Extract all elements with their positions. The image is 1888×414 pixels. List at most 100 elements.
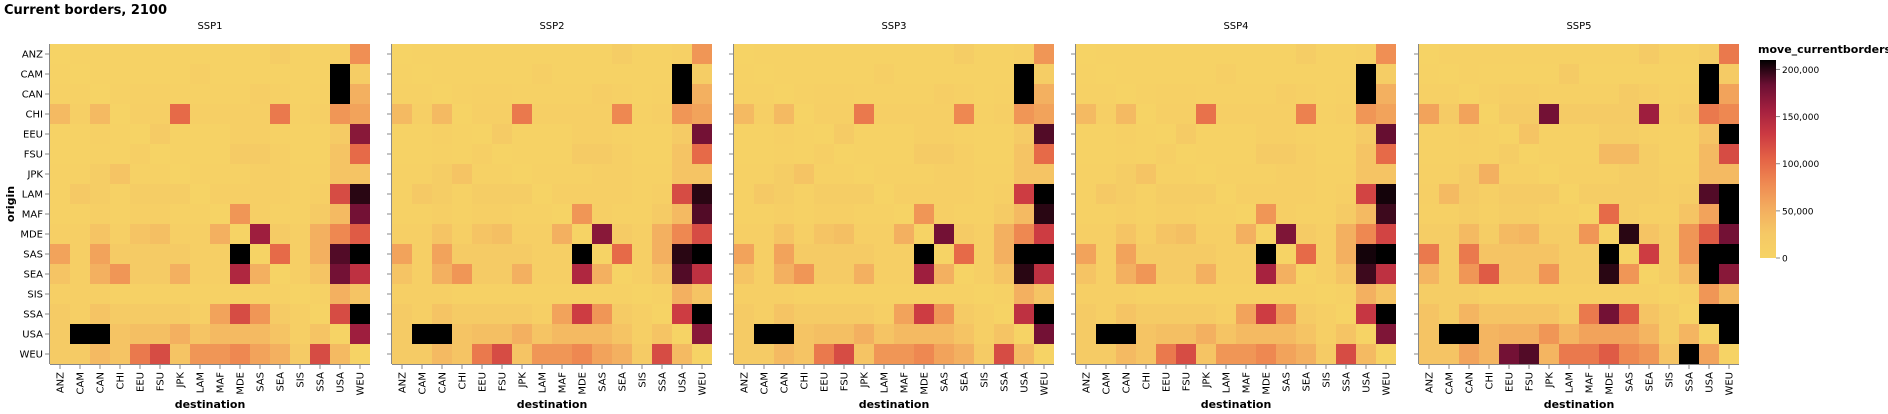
heatmap-cell xyxy=(914,244,934,264)
heatmap-cell xyxy=(1679,324,1699,344)
heatmap-cell xyxy=(572,324,592,344)
heatmap-cell xyxy=(934,284,954,304)
heatmap-cell xyxy=(270,224,290,244)
heatmap-cell xyxy=(1619,204,1639,224)
heatmap-cell xyxy=(672,44,692,64)
heatmap-cell xyxy=(70,104,90,124)
heatmap-cell xyxy=(512,104,532,124)
heatmap-cell xyxy=(1296,144,1316,164)
heatmap-cell xyxy=(572,284,592,304)
heatmap-cell xyxy=(1659,64,1679,84)
heatmap-cell xyxy=(270,144,290,164)
heatmap-cell xyxy=(814,264,834,284)
heatmap-cell xyxy=(552,264,572,284)
heatmap-cell xyxy=(1336,144,1356,164)
heatmap-cell xyxy=(1719,224,1739,244)
heatmap-cell xyxy=(652,64,672,84)
heatmap-cell xyxy=(672,184,692,204)
heatmap-cell xyxy=(1034,64,1054,84)
panel-ssp4: SSP4 ANZ CAM CAN CHI EEU FSU JPK LAM MAF MDE SAS SEA… xyxy=(1071,21,1396,411)
heatmap-cell xyxy=(592,44,612,64)
heatmap-cell xyxy=(1116,104,1136,124)
heatmap-cell xyxy=(290,124,310,144)
heatmap-cell xyxy=(894,244,914,264)
heatmap-cell xyxy=(1459,184,1479,204)
x-tick-label: CAM xyxy=(1102,372,1113,394)
heatmap-cell xyxy=(774,264,794,284)
heatmap-cell xyxy=(734,44,754,64)
heatmap-cell xyxy=(250,124,270,144)
heatmap-cell xyxy=(914,224,934,244)
heatmap-cell xyxy=(330,64,350,84)
heatmap-cell xyxy=(1519,204,1539,224)
heatmap-cell xyxy=(130,224,150,244)
heatmap-cell xyxy=(1176,44,1196,64)
heatmap-cell xyxy=(1356,84,1376,104)
heatmap-cell xyxy=(270,104,290,124)
heatmap-cell xyxy=(1599,184,1619,204)
heatmap-cell xyxy=(1236,64,1256,84)
heatmap-cell xyxy=(954,204,974,224)
heatmap-cell xyxy=(592,184,612,204)
heatmap-cell xyxy=(270,244,290,264)
heatmap-cell xyxy=(834,44,854,64)
heatmap-cell xyxy=(1479,124,1499,144)
heatmap-cell xyxy=(1479,164,1499,184)
heatmap-cell xyxy=(130,284,150,304)
heatmap-cell xyxy=(412,324,432,344)
heatmap-cell xyxy=(230,144,250,164)
heatmap-cell xyxy=(1419,224,1439,244)
legend-tick-label: 50,000 xyxy=(1782,207,1814,217)
heatmap-cell xyxy=(1256,124,1276,144)
x-tick-label: JPK xyxy=(1202,372,1213,389)
heatmap-cell xyxy=(954,224,974,244)
heatmap-cell xyxy=(170,184,190,204)
heatmap-cell xyxy=(1336,344,1356,364)
heatmap-cell xyxy=(350,164,370,184)
heatmap-cell xyxy=(1479,44,1499,64)
heatmap-cell xyxy=(632,164,652,184)
heatmap-cell xyxy=(592,284,612,304)
heatmap-cell xyxy=(1539,184,1559,204)
heatmap-cell xyxy=(652,304,672,324)
heatmap-cell xyxy=(672,264,692,284)
heatmap-cell xyxy=(672,144,692,164)
heatmap-cell xyxy=(330,204,350,224)
heatmap-cell xyxy=(934,184,954,204)
legend-title: move_currentborders xyxy=(1758,43,1888,56)
heatmap-cell xyxy=(632,84,652,104)
heatmap-cell xyxy=(672,324,692,344)
heatmap-cell xyxy=(954,64,974,84)
heatmap-cell xyxy=(552,204,572,224)
heatmap-cell xyxy=(150,304,170,324)
heatmap-cell xyxy=(110,284,130,304)
heatmap-cell xyxy=(250,244,270,264)
x-tick-label: ANZ xyxy=(56,372,67,393)
heatmap-cell xyxy=(492,204,512,224)
heatmap-cell xyxy=(1559,264,1579,284)
heatmap-cell xyxy=(412,44,432,64)
heatmap-cell xyxy=(1034,144,1054,164)
heatmap-cell xyxy=(1116,64,1136,84)
x-tick-label: FSU xyxy=(156,372,167,391)
heatmap-cell xyxy=(1296,124,1316,144)
heatmap-cell xyxy=(1599,64,1619,84)
heatmap-cell xyxy=(432,144,452,164)
heatmap-cell xyxy=(512,304,532,324)
heatmap-cell xyxy=(1176,324,1196,344)
heatmap-cell xyxy=(1076,84,1096,104)
heatmap-cell xyxy=(954,84,974,104)
heatmap-cell xyxy=(512,44,532,64)
heatmap-cell xyxy=(1316,124,1336,144)
heatmap-cell xyxy=(994,44,1014,64)
heatmap-cell xyxy=(190,204,210,224)
heatmap-cell xyxy=(230,324,250,344)
heatmap-cell xyxy=(1519,344,1539,364)
heatmap-cell xyxy=(794,264,814,284)
heatmap-cell xyxy=(1539,124,1559,144)
heatmap-cell xyxy=(974,344,994,364)
heatmap-cell xyxy=(1336,164,1356,184)
heatmap-cell xyxy=(70,324,90,344)
heatmap-cell xyxy=(1619,264,1639,284)
heatmap-cell xyxy=(754,244,774,264)
